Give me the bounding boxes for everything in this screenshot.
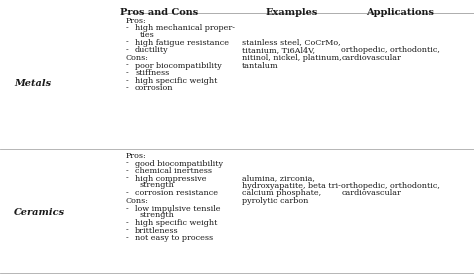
Text: ductility: ductility bbox=[135, 46, 169, 54]
Text: -: - bbox=[125, 46, 128, 54]
Text: calcium phosphate,: calcium phosphate, bbox=[242, 189, 321, 197]
Text: -: - bbox=[125, 160, 128, 168]
Text: high specific weight: high specific weight bbox=[135, 77, 218, 85]
Text: Pros:: Pros: bbox=[126, 17, 146, 25]
Text: -: - bbox=[125, 39, 128, 47]
Text: orthopedic, orthodontic,: orthopedic, orthodontic, bbox=[341, 182, 440, 190]
Text: not easy to process: not easy to process bbox=[135, 234, 213, 242]
Text: pyrolytic carbon: pyrolytic carbon bbox=[242, 197, 308, 205]
Text: brittleness: brittleness bbox=[135, 227, 179, 235]
Text: alumina, zirconia,: alumina, zirconia, bbox=[242, 175, 315, 183]
Text: high compressive: high compressive bbox=[135, 175, 207, 183]
Text: -: - bbox=[125, 62, 128, 70]
Text: hydroxyapatite, beta tri-: hydroxyapatite, beta tri- bbox=[242, 182, 341, 190]
Text: chemical inertness: chemical inertness bbox=[135, 167, 212, 175]
Text: -: - bbox=[125, 234, 128, 242]
Text: Pros and Cons: Pros and Cons bbox=[119, 8, 198, 17]
Text: -: - bbox=[125, 167, 128, 175]
Text: Applications: Applications bbox=[366, 8, 435, 17]
Text: high fatigue resistance: high fatigue resistance bbox=[135, 39, 229, 47]
Text: cardiovascular: cardiovascular bbox=[341, 189, 401, 197]
Text: ties: ties bbox=[140, 31, 155, 39]
Text: -: - bbox=[125, 205, 128, 213]
Text: Cons:: Cons: bbox=[126, 54, 149, 62]
Text: low impulsive tensile: low impulsive tensile bbox=[135, 205, 220, 213]
Text: -: - bbox=[125, 77, 128, 85]
Text: Ceramics: Ceramics bbox=[14, 208, 65, 217]
Text: cardiovascular: cardiovascular bbox=[341, 54, 401, 62]
Text: Examples: Examples bbox=[265, 8, 318, 17]
Text: -: - bbox=[125, 84, 128, 92]
Text: stainless steel, CoCrMo,: stainless steel, CoCrMo, bbox=[242, 39, 340, 47]
Text: -: - bbox=[125, 227, 128, 235]
Text: good biocompatibility: good biocompatibility bbox=[135, 160, 223, 168]
Text: Metals: Metals bbox=[14, 79, 51, 88]
Text: high mechanical proper-: high mechanical proper- bbox=[135, 24, 235, 32]
Text: strength: strength bbox=[140, 181, 175, 189]
Text: corrosion resistance: corrosion resistance bbox=[135, 189, 218, 197]
Text: orthopedic, orthodontic,: orthopedic, orthodontic, bbox=[341, 46, 440, 54]
Text: poor biocompatibility: poor biocompatibility bbox=[135, 62, 222, 70]
Text: -: - bbox=[125, 69, 128, 77]
Text: nitinol, nickel, platinum,: nitinol, nickel, platinum, bbox=[242, 54, 341, 62]
Text: tantalum: tantalum bbox=[242, 62, 278, 70]
Text: stiffness: stiffness bbox=[135, 69, 169, 77]
Text: -: - bbox=[125, 175, 128, 183]
Text: Cons:: Cons: bbox=[126, 197, 149, 205]
Text: titanium, Ti6Al4V,: titanium, Ti6Al4V, bbox=[242, 46, 315, 54]
Text: -: - bbox=[125, 219, 128, 227]
Text: strength: strength bbox=[140, 211, 175, 220]
Text: high specific weight: high specific weight bbox=[135, 219, 218, 227]
Text: -: - bbox=[125, 24, 128, 32]
Text: -: - bbox=[125, 189, 128, 197]
Text: corrosion: corrosion bbox=[135, 84, 173, 92]
Text: Pros:: Pros: bbox=[126, 152, 146, 160]
